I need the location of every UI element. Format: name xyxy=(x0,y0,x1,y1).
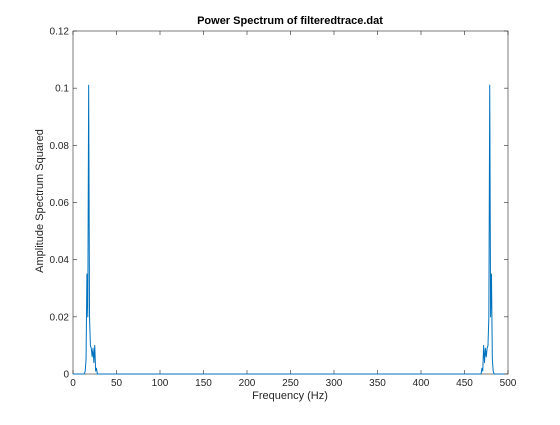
axes-box xyxy=(72,30,509,375)
x-tick-label: 100 xyxy=(152,378,169,389)
x-tick-label: 500 xyxy=(500,378,517,389)
y-tick-label: 0.02 xyxy=(50,312,70,323)
x-tick-label: 150 xyxy=(195,378,212,389)
y-tick-label: 0.04 xyxy=(50,255,70,266)
x-tick-label: 0 xyxy=(70,378,76,389)
series-line-1 xyxy=(73,84,505,375)
x-axis-label: Frequency (Hz) xyxy=(252,390,328,402)
y-axis-label: Amplitude Spectrum Squared xyxy=(34,129,46,273)
x-tick-label: 200 xyxy=(239,378,256,389)
x-tick-label: 250 xyxy=(282,378,299,389)
x-tick-label: 400 xyxy=(413,378,430,389)
x-tick-label: 450 xyxy=(456,378,473,389)
y-tick-label: 0.08 xyxy=(50,141,70,152)
y-tick-label: 0 xyxy=(63,370,69,381)
y-tick-label: 0.12 xyxy=(50,27,70,38)
x-tick-label: 300 xyxy=(326,378,343,389)
y-tick-label: 0.06 xyxy=(50,198,70,209)
plot-area: 0 50 100 150 200 250 300 350 400 450 500 0 0.02 0.04 0… xyxy=(50,27,517,390)
chart-title: Power Spectrum of filteredtrace.dat xyxy=(197,15,383,27)
x-tick-label: 350 xyxy=(369,378,386,389)
x-tick-label: 50 xyxy=(111,378,123,389)
y-tick-label: 0.1 xyxy=(55,84,69,95)
